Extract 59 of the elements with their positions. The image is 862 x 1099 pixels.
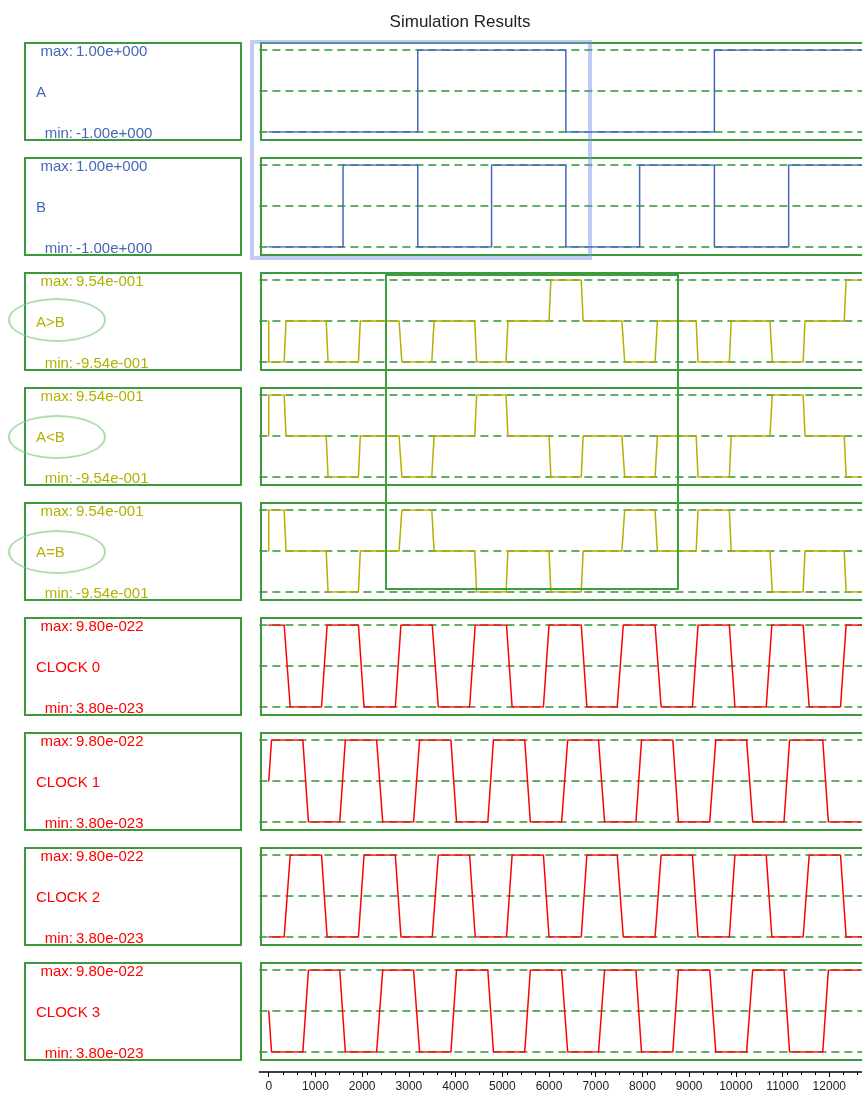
y-axis-title: CLOCK 0 — [36, 657, 101, 675]
x-tick-label: 5000 — [488, 1079, 516, 1093]
text: min: — [44, 1043, 73, 1061]
y-axis-title: CLOCK 2 — [36, 887, 101, 905]
y-tick-label: 9.54e-001 — [76, 386, 144, 404]
text: min: — [44, 353, 73, 371]
text: max: — [40, 386, 73, 404]
text: min: — [44, 583, 73, 601]
y-axis-title: CLOCK 3 — [36, 1002, 101, 1020]
y-tick-label: -9.54e-001 — [76, 353, 149, 371]
y-tick-label: 9.80e-022 — [76, 616, 144, 634]
x-tick-label: 0 — [265, 1079, 273, 1093]
y-tick-label: 9.54e-001 — [76, 271, 144, 289]
y-axis-title: B — [36, 197, 47, 215]
text: max: — [40, 731, 73, 749]
text: max: — [40, 271, 73, 289]
x-tick-label: 6000 — [535, 1079, 563, 1093]
text: min: — [44, 928, 73, 946]
y-tick-label: 3.80e-023 — [76, 928, 144, 946]
text: min: — [44, 698, 73, 716]
text: min: — [44, 123, 73, 141]
y-tick-label: 3.80e-023 — [76, 813, 144, 831]
y-tick-label: 1.00e+000 — [76, 156, 148, 174]
y-tick-label: 9.80e-022 — [76, 846, 144, 864]
y-tick-label: 3.80e-023 — [76, 1043, 144, 1061]
chart-title: Simulation Results — [389, 12, 531, 31]
x-tick-label: 7000 — [582, 1079, 610, 1093]
x-tick-label: 3000 — [395, 1079, 423, 1093]
y-tick-label: -9.54e-001 — [76, 583, 149, 601]
y-tick-label: 1.00e+000 — [76, 41, 148, 59]
y-axis-title: CLOCK 1 — [36, 772, 101, 790]
text: min: — [44, 238, 73, 256]
y-axis-title: A — [36, 82, 47, 100]
text: max: — [40, 961, 73, 979]
y-axis-title: A<B — [36, 427, 65, 445]
y-tick-label: -1.00e+000 — [76, 123, 153, 141]
x-tick-label: 8000 — [629, 1079, 657, 1093]
text: max: — [40, 846, 73, 864]
text: min: — [44, 813, 73, 831]
y-tick-label: 9.54e-001 — [76, 501, 144, 519]
x-tick-label: 11000 — [766, 1079, 800, 1093]
y-tick-label: 9.80e-022 — [76, 961, 144, 979]
text: max: — [40, 41, 73, 59]
text: min: — [44, 468, 73, 486]
y-axis-title: A>B — [36, 312, 65, 330]
x-tick-label: 10000 — [719, 1079, 753, 1093]
text: max: — [40, 156, 73, 174]
x-tick-label: 9000 — [675, 1079, 703, 1093]
text: max: — [40, 501, 73, 519]
y-tick-label: 3.80e-023 — [76, 698, 144, 716]
y-tick-label: -9.54e-001 — [76, 468, 149, 486]
text: max: — [40, 616, 73, 634]
y-axis-title: A=B — [36, 542, 65, 560]
y-tick-label: -1.00e+000 — [76, 238, 153, 256]
x-tick-label: 12000 — [812, 1079, 847, 1093]
y-tick-label: 9.80e-022 — [76, 731, 144, 749]
x-tick-label: 4000 — [442, 1079, 470, 1093]
x-tick-label: 1000 — [302, 1079, 330, 1093]
x-tick-label: 2000 — [348, 1079, 376, 1093]
